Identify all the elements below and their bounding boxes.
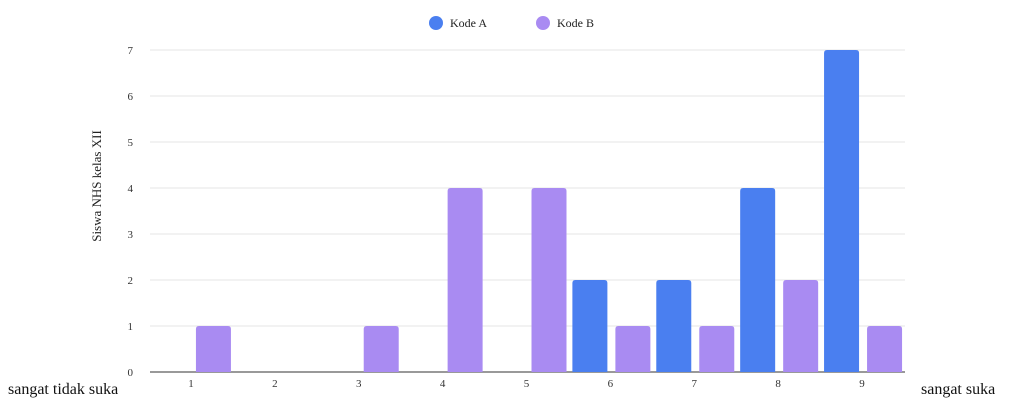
x-axis-start-label: sangat tidak suka [8, 381, 118, 398]
y-tick-label: 3 [128, 229, 134, 241]
y-tick-label: 2 [128, 275, 134, 287]
y-tick-label: 1 [128, 321, 134, 333]
bar-kode-b-9 [867, 326, 903, 372]
bar-kode-a-7 [656, 280, 692, 372]
bar-kode-b-6 [615, 326, 651, 372]
y-tick-label: 6 [128, 91, 134, 103]
x-axis-ticks: 1 2 3 4 5 6 7 8 9 [188, 378, 865, 390]
y-tick-label: 5 [128, 137, 134, 149]
y-axis-ticks: 0 1 2 3 4 5 6 7 [128, 45, 134, 379]
y-tick-label: 4 [128, 183, 134, 195]
bars [195, 50, 903, 372]
legend-label: Kode B [557, 16, 594, 30]
y-tick-label: 7 [128, 45, 134, 57]
x-tick-label: 1 [188, 378, 194, 390]
x-tick-label: 8 [775, 378, 781, 390]
x-tick-label: 3 [356, 378, 362, 390]
bar-kode-b-1 [195, 326, 231, 372]
legend-swatch [536, 16, 550, 30]
bar-kode-b-7 [699, 326, 735, 372]
legend: Kode A Kode B [429, 16, 594, 30]
x-axis-end-label: sangat suka [921, 381, 995, 398]
bar-kode-a-6 [572, 280, 608, 372]
legend-swatch [429, 16, 443, 30]
gridlines [150, 49, 905, 373]
bar-kode-b-8 [783, 280, 819, 372]
x-tick-label: 9 [859, 378, 865, 390]
x-tick-label: 6 [608, 378, 614, 390]
x-tick-label: 7 [692, 378, 698, 390]
x-tick-label: 2 [272, 378, 278, 390]
bar-kode-b-4 [447, 188, 483, 372]
bar-kode-a-8 [740, 188, 776, 372]
y-axis-title: Siswa NHS kelas XII [89, 130, 104, 242]
bar-kode-b-5 [531, 188, 567, 372]
legend-label: Kode A [450, 16, 487, 30]
x-tick-label: 5 [524, 378, 530, 390]
bar-kode-a-9 [824, 50, 860, 372]
y-tick-label: 0 [128, 367, 134, 379]
bar-kode-b-3 [363, 326, 399, 372]
x-tick-label: 4 [440, 378, 446, 390]
